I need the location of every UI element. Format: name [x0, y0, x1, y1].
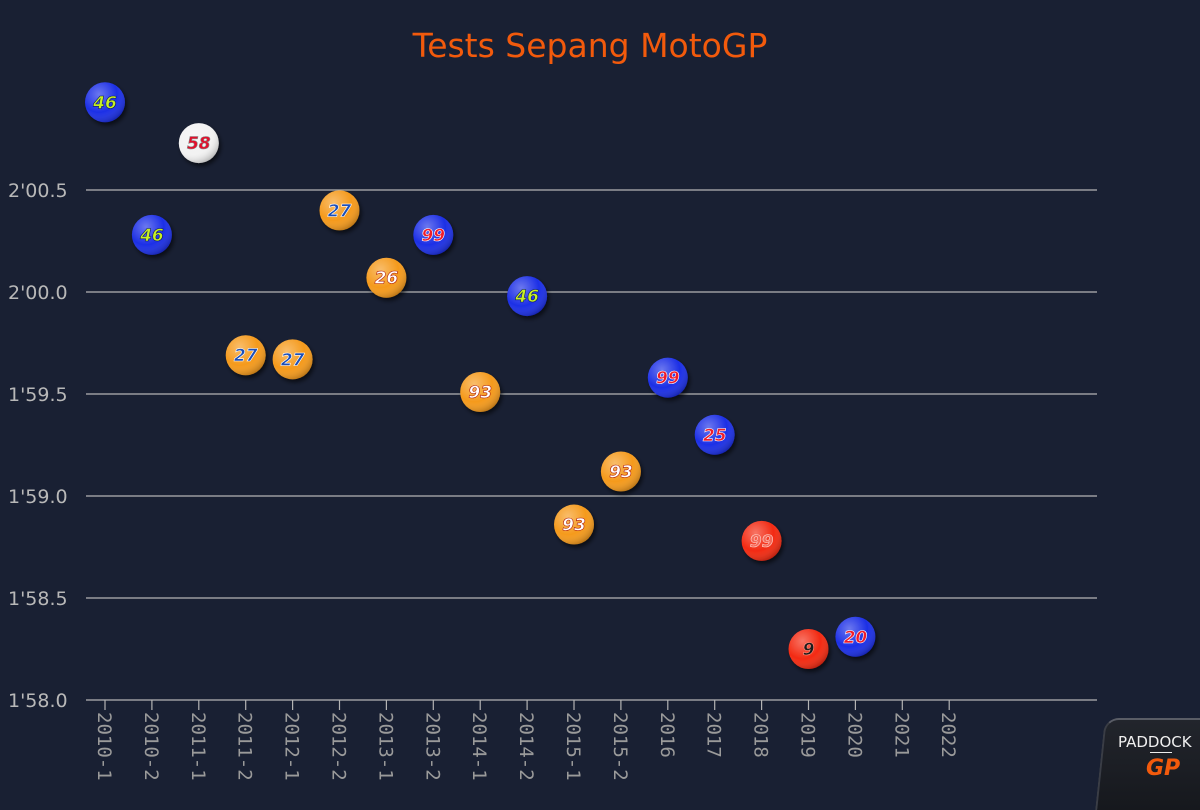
rider-number-label: 93: [609, 463, 633, 483]
marker-shine: [319, 190, 360, 231]
x-tick-label: 2017: [703, 712, 725, 758]
rider-marker[interactable]: 99: [647, 357, 688, 398]
x-tick-label: 2010-1: [93, 712, 115, 781]
y-tick-label: 1'59.5: [8, 384, 68, 406]
x-tick-label: 2012-1: [281, 712, 303, 781]
rider-number-label: 27: [281, 350, 305, 370]
rider-marker[interactable]: 93: [600, 451, 641, 492]
rider-marker[interactable]: 27: [319, 190, 360, 231]
marker-shine: [366, 257, 407, 298]
marker-shine: [647, 357, 688, 398]
x-tick-label: 2015-2: [609, 712, 631, 781]
x-tick-label: 2019: [797, 712, 819, 758]
x-tick-label: 2018: [750, 712, 772, 758]
x-tick-label: 2021: [890, 712, 912, 758]
rider-marker[interactable]: 46: [507, 276, 548, 317]
x-tick-label: 2011-1: [187, 712, 209, 781]
rider-marker[interactable]: 99: [413, 214, 454, 255]
marker-shine: [85, 82, 125, 123]
rider-number-label: 46: [514, 287, 539, 307]
x-tick-label: 2014-1: [468, 712, 490, 781]
rider-number-label: 99: [421, 226, 445, 246]
rider-marker[interactable]: 27: [272, 339, 313, 380]
rider-number-label: 20: [844, 628, 868, 648]
marker-shine: [600, 451, 641, 492]
logo-text-gp: GP: [1146, 756, 1181, 781]
rider-marker[interactable]: 46: [131, 214, 172, 255]
rider-marker[interactable]: 93: [554, 504, 594, 545]
rider-number-label: 99: [750, 532, 774, 552]
x-tick-label: 2013-1: [374, 712, 396, 781]
marker-shine: [131, 214, 172, 255]
rider-marker[interactable]: 26: [366, 257, 407, 298]
marker-shine: [178, 123, 219, 164]
x-tick-label: 2010-2: [140, 712, 162, 781]
rider-number-label: 27: [234, 346, 258, 366]
x-tick-label: 2012-2: [328, 712, 350, 781]
x-tick-label: 2022: [937, 712, 959, 758]
y-tick-label: 2'00.0: [8, 282, 68, 304]
rider-number-label: 27: [328, 201, 352, 221]
rider-marker[interactable]: 93: [460, 371, 501, 412]
rider-number-label: 93: [468, 383, 492, 403]
marker-shine: [460, 371, 501, 412]
marker-shine: [413, 214, 454, 255]
rider-number-label: 93: [562, 516, 586, 536]
rider-number-label: 46: [92, 93, 117, 113]
rider-marker[interactable]: 25: [694, 414, 735, 455]
logo-divider: [1150, 752, 1172, 753]
marker-shine: [694, 414, 735, 455]
rider-number-label: 25: [703, 426, 727, 446]
rider-number-label: 46: [139, 226, 164, 246]
logo-text-paddock: PADDOCK: [1118, 733, 1192, 751]
marker-shine: [272, 339, 313, 380]
rider-number-label: 58: [187, 134, 211, 154]
x-tick-label: 2014-2: [515, 712, 537, 781]
rider-marker[interactable]: 58: [178, 123, 219, 164]
y-tick-label: 2'00.5: [8, 180, 68, 202]
rider-marker[interactable]: 20: [835, 616, 876, 657]
rider-marker[interactable]: 9: [788, 629, 829, 669]
y-tick-label: 1'58.0: [8, 690, 68, 712]
marker-shine: [507, 276, 548, 317]
rider-number-label: 9: [803, 640, 815, 660]
marker-shine: [788, 629, 829, 669]
rider-marker[interactable]: 46: [85, 82, 125, 123]
rider-marker[interactable]: 99: [741, 520, 782, 561]
marker-shine: [225, 335, 266, 376]
marker-shine: [554, 504, 594, 545]
y-tick-label: 1'58.5: [8, 588, 68, 610]
x-tick-label: 2011-2: [234, 712, 256, 781]
rider-marker[interactable]: 27: [225, 335, 266, 376]
chart-title: Tests Sepang MotoGP: [412, 26, 768, 65]
x-tick-label: 2016: [656, 712, 678, 758]
x-tick-label: 2020: [843, 712, 865, 758]
rider-number-label: 99: [656, 369, 680, 389]
rider-number-label: 26: [375, 269, 399, 289]
marker-shine: [741, 520, 782, 561]
marker-shine: [835, 616, 876, 657]
x-tick-label: 2013-2: [421, 712, 443, 781]
y-tick-label: 1'59.0: [8, 486, 68, 508]
x-tick-label: 2015-1: [562, 712, 584, 781]
